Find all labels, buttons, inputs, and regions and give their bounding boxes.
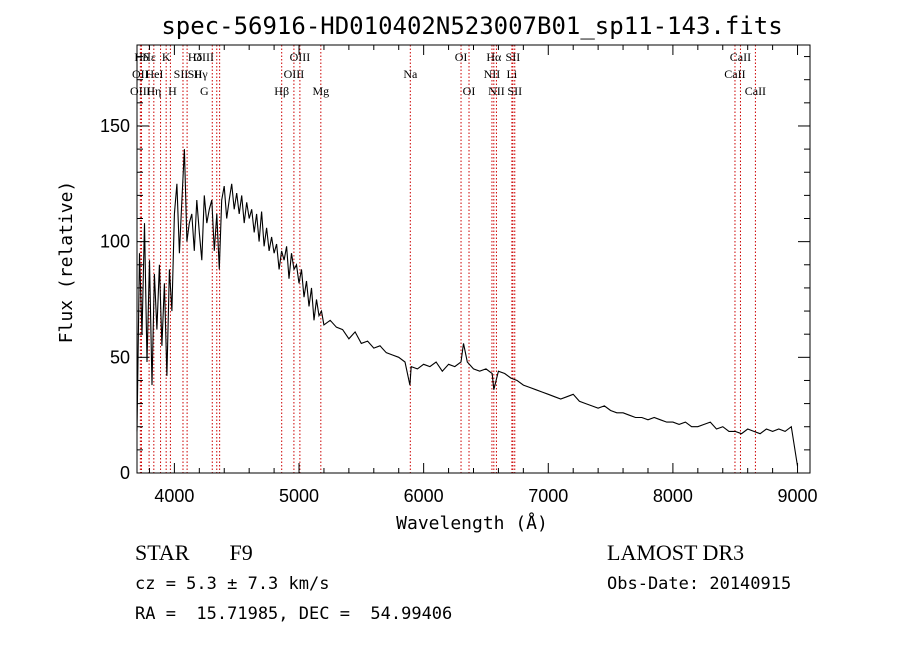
line-label-8: H [168,84,177,98]
line-label-17: Mg [312,84,329,98]
line-label-6: K [162,50,171,64]
line-label-10: SII [188,67,203,81]
line-label-5: Hη [146,84,161,98]
line-label-26: SII [507,84,522,98]
x-tick-label-9000: 9000 [778,486,818,506]
line-label-18: Na [403,67,418,81]
x-axis-ticks: 4000 5000 6000 7000 8000 9000 [148,45,818,506]
y-axis-label: Flux (relative) [56,181,77,344]
y-tick-label-0: 0 [120,463,130,483]
x-tick-label-7000: 7000 [528,486,568,506]
line-label-19: OI [455,50,468,64]
y-axis-ticks: 0 50 100 150 [100,56,810,483]
y-tick-label-100: 100 [100,232,130,252]
x-tick-label-4000: 4000 [154,486,194,506]
emission-line-labels: HδOIIOIIIHεHeIHηKSIIHHδSIIOIIIHγGOIIIOII… [130,50,766,98]
x-axis-label: Wavelength (Å) [396,512,548,534]
x-tick-label-8000: 8000 [653,486,693,506]
line-label-7: SII [174,67,189,81]
line-label-29: CaII [745,84,766,98]
object-class: STAR [135,540,190,565]
line-label-14: OIII [290,50,311,64]
x-tick-label-5000: 5000 [279,486,319,506]
x-tick-label-6000: 6000 [404,486,444,506]
line-label-20: OI [463,84,476,98]
line-label-1: OII [132,67,149,81]
line-label-11: OIII [193,50,214,64]
line-label-28: CaII [724,67,745,81]
observation-date: Obs-Date: 20140915 [607,574,792,594]
line-label-9: Hδ [188,50,203,64]
y-tick-label-150: 150 [100,116,130,136]
plot-frame [136,44,811,474]
line-label-12: Hγ [194,67,209,81]
line-label-21: Hα [486,50,502,64]
line-label-4: HeI [145,67,163,81]
y-tick-label-50: 50 [110,347,130,367]
line-label-3: Hε [142,50,156,64]
line-label-2: OIII [130,84,151,98]
chart-title: spec-56916-HD010402N523007B01_sp11-143.f… [161,12,782,40]
line-label-24: Li [507,67,518,81]
line-label-15: OIII [284,67,305,81]
object-classification: STAR F9 [135,540,253,566]
flux-series-line [136,149,799,467]
ra-dec-coordinates: RA = 15.71985, DEC = 54.99406 [135,604,453,624]
line-label-25: NII [488,84,505,98]
line-label-27: CaII [730,50,751,64]
object-subclass: F9 [229,540,253,565]
survey-name: LAMOST DR3 [607,540,745,565]
line-label-23: NII [484,67,501,81]
line-label-13: G [200,84,209,98]
line-label-22: SII [506,50,521,64]
line-label-16: Hβ [274,84,289,98]
emission-line-markers [139,45,756,473]
redshift-velocity: cz = 5.3 ± 7.3 km/s [135,574,330,594]
